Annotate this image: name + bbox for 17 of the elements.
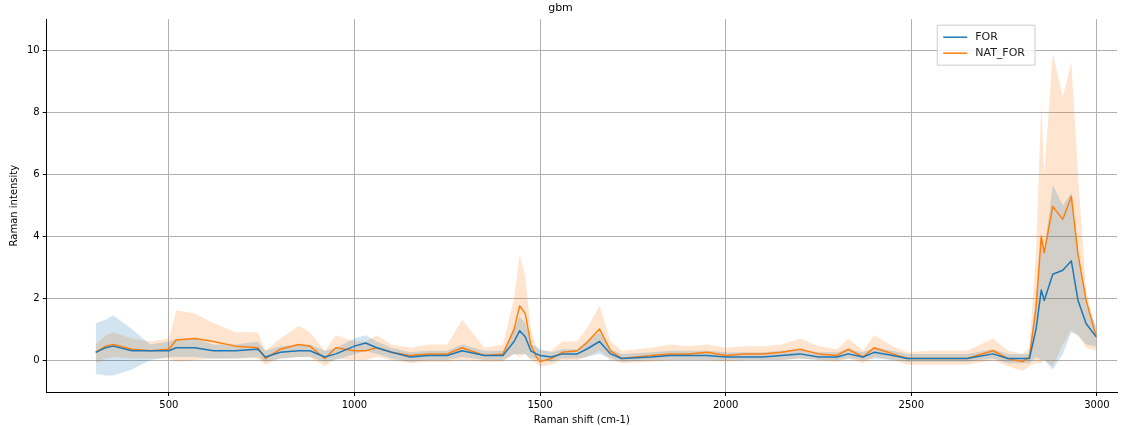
x-axis-title: Raman shift (cm-1) [533,413,630,425]
y-tick-label: 2 [33,291,40,303]
y-axis-title: Raman intensity [7,164,19,247]
y-tick-label: 10 [26,43,40,55]
legend-label: FOR [975,30,999,44]
x-tick-label: 500 [159,398,179,410]
x-tick-label: 2500 [898,398,925,410]
x-tick-label: 2000 [712,398,739,410]
chart-title: gbm [548,1,573,15]
y-tick-label: 8 [33,105,40,117]
x-tick-label: 1500 [527,398,553,410]
x-tick-label: 1000 [341,398,368,410]
y-tick-label: 4 [33,229,40,241]
legend-label: NAT_FOR [975,46,1026,60]
x-tick-label: 3000 [1084,398,1110,410]
y-tick-label: 6 [33,167,40,179]
y-tick-label: 0 [33,353,40,365]
